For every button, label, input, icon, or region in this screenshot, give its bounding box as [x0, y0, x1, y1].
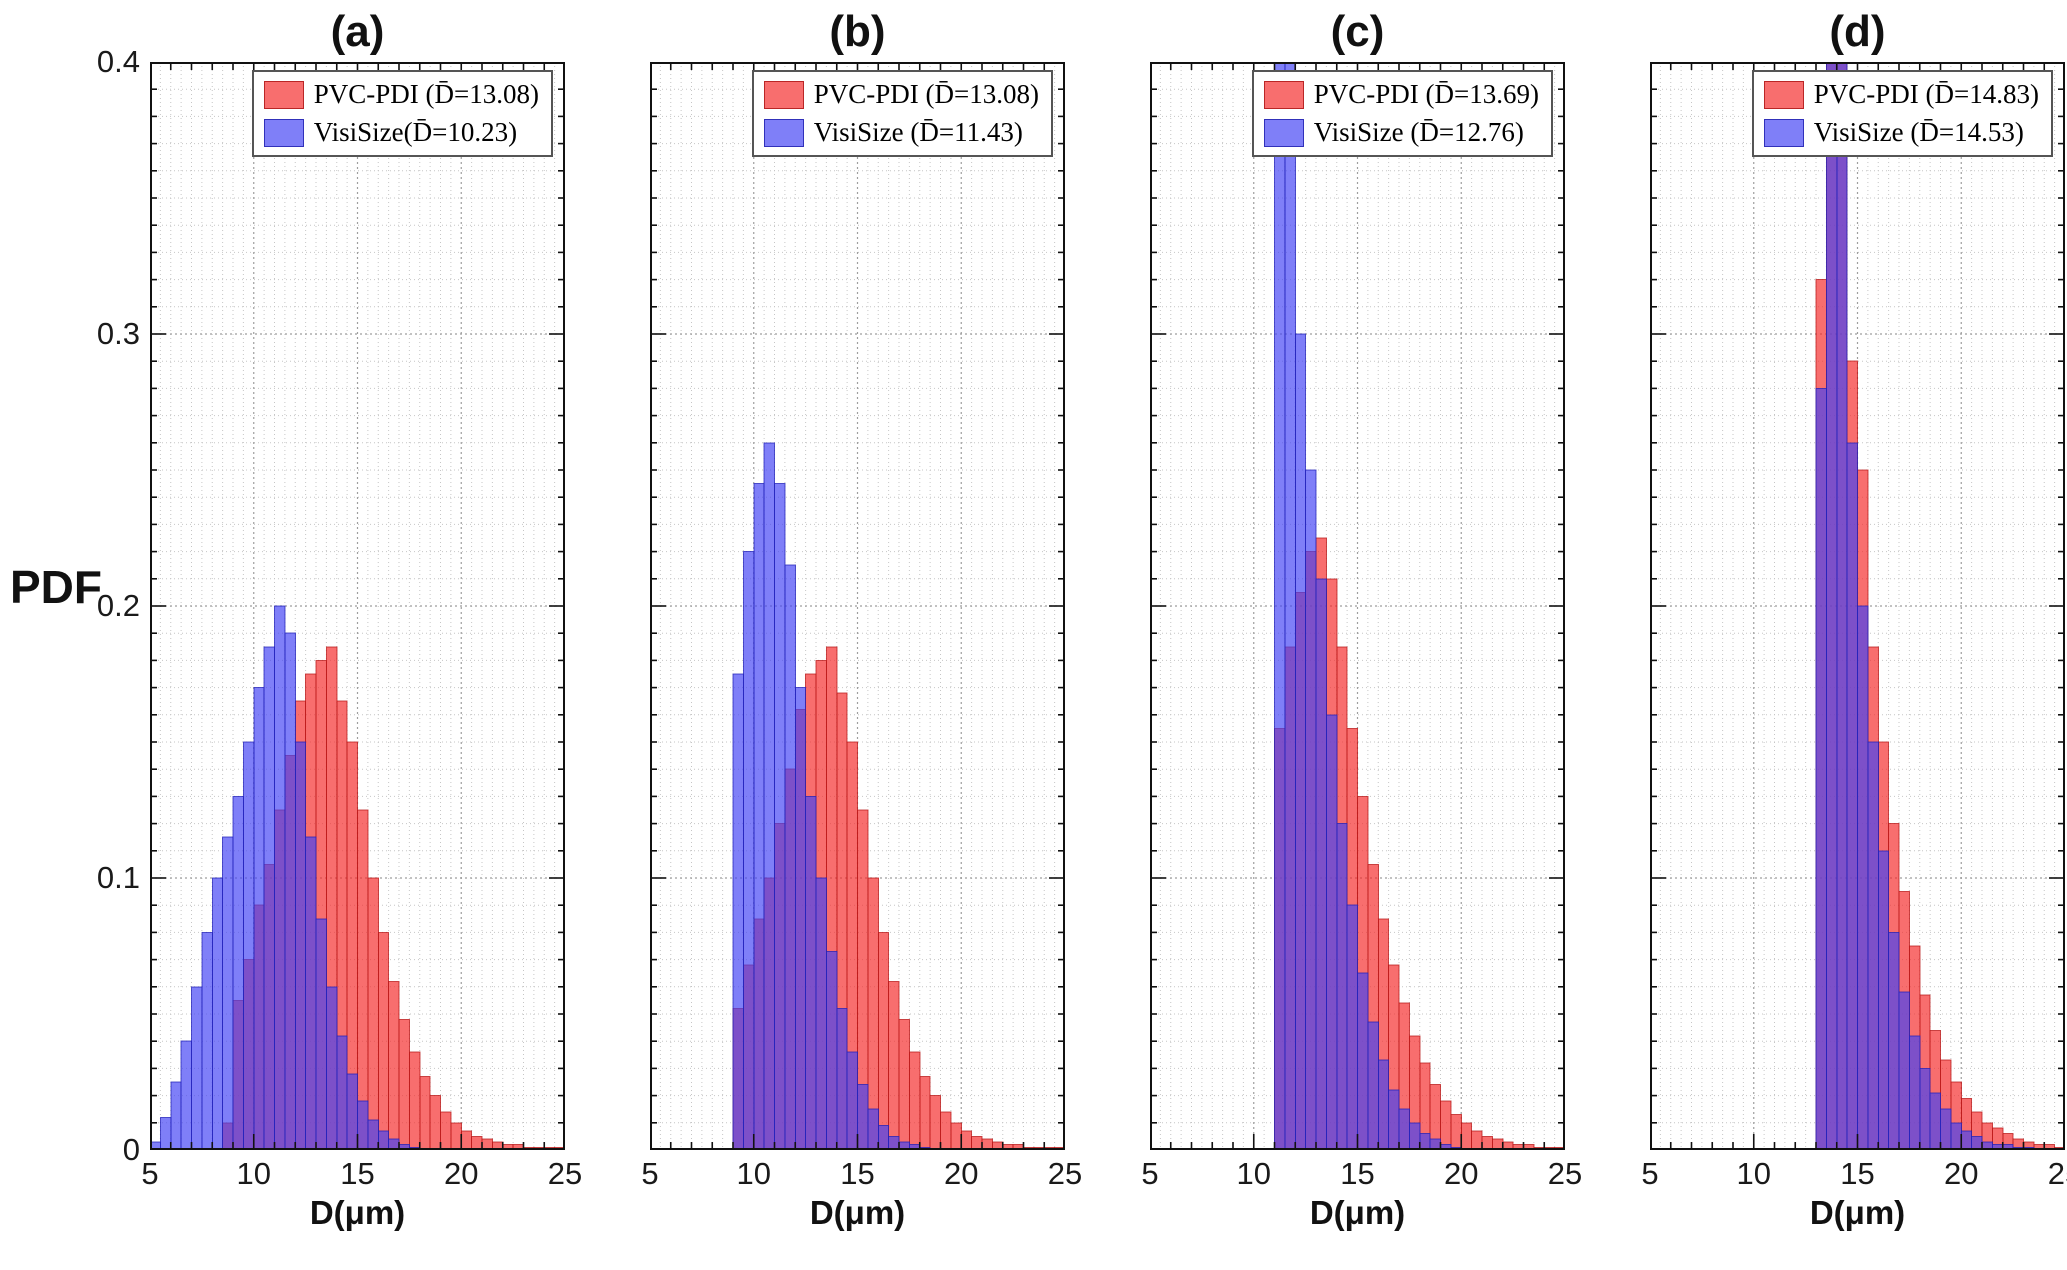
x-tick-label: 20 [444, 1156, 479, 1191]
legend-label: VisiSize(D̄=10.23) [313, 117, 518, 147]
panel-b: (b) PVC-PDI (D̄=13.08) VisiSize (D̄=11.4… [641, 6, 1082, 1232]
x-tick-label: 25 [1547, 1156, 1583, 1191]
panel-a-plot-area: 0 0.1 0.2 0.3 0.4 PVC-PDI (D̄=13.08) VisiSiz… [97, 44, 582, 1191]
x-tick-label: 10 [1736, 1156, 1771, 1191]
y-tick-labels: 0 0.1 0.2 0.3 0.4 [70, 44, 140, 1167]
legend-swatch-red [763, 80, 804, 109]
x-tick-label: 20 [944, 1156, 979, 1191]
x-tick-label: 20 [1444, 1156, 1479, 1191]
legend-label: VisiSize (D̄=14.53) [1813, 117, 2024, 147]
panel-b-title: (b) [829, 7, 886, 56]
x-tick-label: 5 [641, 1156, 659, 1191]
x-tick-label: 20 [1944, 1156, 1979, 1191]
panels-row: (a) 0 0.1 0.2 0.3 0.4 PVC-PDI (D̄=13.08) Vis… [97, 0, 2067, 1232]
panel-c: (c) PVC-PDI (D̄=13.69) VisiSize (D̄=12.7… [1141, 6, 1582, 1232]
y-tick-label: 0.4 [96, 44, 140, 79]
legend-label: PVC-PDI (D̄=13.08) [313, 79, 539, 109]
legend-item-pvc-pdi: PVC-PDI (D̄=13.69) [1263, 79, 1539, 110]
legend-b: PVC-PDI (D̄=13.08) VisiSize (D̄=11.43) [751, 70, 1053, 157]
legend-swatch-red [263, 80, 304, 109]
x-tick-label: 5 [141, 1156, 159, 1191]
x-tick-label: 10 [1236, 1156, 1271, 1191]
x-tick-label: 10 [236, 1156, 271, 1191]
x-tick-label: 15 [840, 1156, 875, 1191]
x-tick-labels: 5 10 15 20 25 [141, 1150, 582, 1194]
legend-item-visisize: VisiSize(D̄=10.23) [263, 117, 539, 148]
x-tick-label: 10 [736, 1156, 771, 1191]
histogram-plot-d [1650, 62, 2065, 1150]
legend-item-visisize: VisiSize (D̄=11.43) [763, 117, 1039, 148]
panel-d: (d) PVC-PDI (D̄=14.83) VisiSize (D̄=14.5… [1641, 6, 2067, 1232]
x-tick-label: 15 [1340, 1156, 1375, 1191]
legend-label: VisiSize (D̄=11.43) [813, 117, 1023, 147]
x-tick-label: 25 [1047, 1156, 1083, 1191]
legend-swatch-blue [763, 118, 804, 147]
histogram-plot-c [1150, 62, 1565, 1150]
x-axis-label: D(μm) [309, 1194, 406, 1231]
legend-item-pvc-pdi: PVC-PDI (D̄=13.08) [763, 79, 1039, 110]
x-tick-label: 15 [340, 1156, 375, 1191]
y-tick-label: 0 [122, 1132, 140, 1167]
y-tick-label: 0.3 [96, 316, 140, 351]
panel-a-title: (a) [330, 7, 385, 56]
legend-label: PVC-PDI (D̄=13.08) [813, 79, 1039, 109]
x-tick-label: 5 [1141, 1156, 1159, 1191]
legend-item-pvc-pdi: PVC-PDI (D̄=14.83) [1763, 79, 2039, 110]
x-tick-labels: 5 10 15 20 25 [641, 1150, 1082, 1194]
legend-d: PVC-PDI (D̄=14.83) VisiSize (D̄=14.53) [1751, 70, 2053, 157]
x-axis-label: D(μm) [1809, 1194, 1906, 1231]
x-tick-labels: 5 10 15 20 25 [1141, 1150, 1582, 1194]
legend-swatch-blue [1263, 118, 1304, 147]
legend-a: PVC-PDI (D̄=13.08) VisiSize(D̄=10.23) [251, 70, 553, 157]
y-tick-label: 0.2 [96, 588, 140, 623]
x-tick-label: 15 [1840, 1156, 1875, 1191]
x-tick-labels: 5 10 15 20 25 [1641, 1150, 2067, 1194]
panel-a: (a) 0 0.1 0.2 0.3 0.4 PVC-PDI (D̄=13.08) Vis… [97, 6, 582, 1232]
y-tick-label: 0.1 [96, 860, 140, 895]
legend-label: VisiSize (D̄=12.76) [1313, 117, 1524, 147]
x-tick-label: 5 [1641, 1156, 1659, 1191]
legend-label: PVC-PDI (D̄=13.69) [1313, 79, 1539, 109]
legend-swatch-red [1263, 80, 1304, 109]
panel-c-title: (c) [1330, 7, 1385, 56]
legend-item-visisize: VisiSize (D̄=12.76) [1263, 117, 1539, 148]
panel-b-plot-area: PVC-PDI (D̄=13.08) VisiSize (D̄=11.43) 5… [641, 62, 1082, 1191]
panel-c-plot-area: PVC-PDI (D̄=13.69) VisiSize (D̄=12.76) 5… [1141, 62, 1582, 1191]
legend-swatch-blue [263, 118, 304, 147]
y-axis-label: PDF [10, 561, 102, 613]
histogram-plot-b [650, 62, 1065, 1150]
x-axis-label: D(μm) [1309, 1194, 1406, 1231]
legend-item-pvc-pdi: PVC-PDI (D̄=13.08) [263, 79, 539, 110]
panel-d-title: (d) [1829, 7, 1886, 56]
legend-swatch-blue [1763, 118, 1804, 147]
legend-item-visisize: VisiSize (D̄=14.53) [1763, 117, 2039, 148]
legend-c: PVC-PDI (D̄=13.69) VisiSize (D̄=12.76) [1251, 70, 1553, 157]
legend-swatch-red [1763, 80, 1804, 109]
panel-d-plot-area: PVC-PDI (D̄=14.83) VisiSize (D̄=14.53) 5… [1641, 62, 2067, 1191]
x-axis-label: D(μm) [809, 1194, 906, 1231]
legend-label: PVC-PDI (D̄=14.83) [1813, 79, 2039, 109]
x-tick-label: 25 [2047, 1156, 2067, 1191]
x-tick-label: 25 [547, 1156, 583, 1191]
histogram-plot-a [150, 62, 565, 1150]
